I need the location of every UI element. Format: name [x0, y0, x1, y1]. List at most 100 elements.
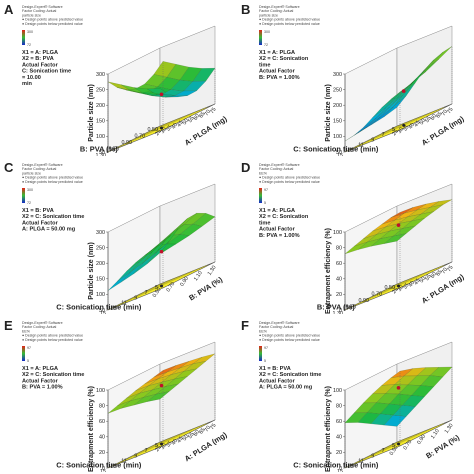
- factor-line: X1 = A: PLGA: [22, 366, 58, 372]
- floor-contour-line: [149, 122, 170, 132]
- factor-line: X2 = C: Sonication: [259, 56, 309, 62]
- floor-contour-line: [149, 280, 170, 290]
- x-tick-label: 1.30: [207, 265, 218, 277]
- x-tick-label: 25: [391, 287, 399, 295]
- y-axis-title: C: Sonication time (min): [293, 461, 379, 470]
- surface-patch: [107, 400, 131, 414]
- legend-max: 300: [27, 30, 33, 34]
- z-tick-label: 0: [339, 308, 342, 314]
- z-tick-label: 150: [96, 119, 105, 125]
- header-line: Design-Expert® Software: [22, 163, 63, 167]
- floor-contour-line: [128, 430, 188, 458]
- design-point: [159, 249, 164, 254]
- z-tick-label: 60: [336, 419, 342, 425]
- y-tick-label: 11: [358, 143, 364, 149]
- panel-letter: B: [241, 2, 250, 17]
- y-tick-label: 15: [100, 469, 106, 472]
- z-tick-label: 0: [102, 466, 105, 472]
- surface-patch: [165, 95, 188, 98]
- z-tick-label: 150: [333, 119, 342, 125]
- factor-line: B: PVA = 1.00%: [259, 75, 300, 81]
- y-tick-label: 13: [347, 464, 353, 470]
- x-tick-label: 40: [171, 438, 179, 446]
- z-axis-title: Entrapment efficiency (%): [325, 228, 332, 314]
- z-tick-label: 50: [99, 308, 105, 314]
- z-tick-label: 300: [96, 72, 105, 78]
- y-tick-label: 7: [382, 448, 385, 454]
- z-tick-label: 300: [96, 230, 105, 236]
- x-tick-label: 55: [424, 274, 432, 282]
- x-tick-label: 70: [204, 425, 212, 433]
- legend-min: 5: [27, 359, 29, 363]
- x-tick-label: 60: [430, 113, 438, 121]
- z-tick-label: 60: [336, 261, 342, 267]
- x-tick-label: 25: [391, 129, 399, 137]
- legend-colorbar: [259, 30, 262, 45]
- z-tick-label: 250: [333, 87, 342, 93]
- z-tick-label: 80: [336, 245, 342, 251]
- legend-colorbar: [22, 188, 25, 203]
- legend-colorbar: [22, 30, 25, 45]
- legend-colorbar: [259, 346, 262, 361]
- floor-contour-line: [376, 434, 416, 453]
- x-tick-label: 1.30: [444, 423, 455, 435]
- x-tick-label: 65: [435, 269, 443, 277]
- z-tick-label: 20: [99, 450, 105, 456]
- z-tick-label: 200: [96, 261, 105, 267]
- floor-contour-line: [118, 427, 197, 463]
- floor-contour-line: [118, 111, 197, 147]
- header-line: ● Design points below predicted value: [259, 180, 320, 184]
- floor-contour-line: [365, 272, 425, 300]
- y-tick-label: 11: [358, 459, 364, 465]
- legend-max: 300: [264, 30, 270, 34]
- z-tick-label: 250: [96, 87, 105, 93]
- y-tick-label: 0.70: [372, 292, 383, 298]
- panel-letter: D: [241, 160, 250, 175]
- factor-line: Actual Factor: [259, 227, 296, 233]
- floor-contour-line: [355, 111, 434, 147]
- factor-line: time: [259, 220, 271, 226]
- panel-e: E Design-Expert® Software Factor Coding: A…: [0, 316, 237, 472]
- floor-contour-line: [386, 438, 407, 448]
- header-line: ● Design points below predicted value: [22, 180, 83, 184]
- y-axis-title: B: PVA (%): [80, 145, 118, 154]
- header-line: Design-Expert® Software: [259, 163, 300, 167]
- z-tick-label: 0: [339, 466, 342, 472]
- header-line: ● Design points below predicted value: [259, 338, 320, 342]
- floor-contour-line: [386, 280, 407, 290]
- factor-line: B: PVA = 1.00%: [22, 385, 63, 391]
- y-axis-title: C: Sonication time (min): [56, 461, 142, 470]
- x-tick-label: 1.10: [193, 270, 204, 282]
- z-tick-label: 200: [96, 103, 105, 109]
- header-line: ● Design points above predicted value: [22, 334, 83, 338]
- y-tick-label: 5: [155, 443, 158, 449]
- z-tick-label: 300: [333, 72, 342, 78]
- x-tick-label: 0.70: [165, 281, 176, 293]
- z-tick-label: 60: [99, 419, 105, 425]
- y-tick-label: 1.30: [333, 311, 344, 314]
- factor-line: Actual Factor: [22, 220, 59, 226]
- factor-line: X1 = B: PVA: [22, 208, 54, 214]
- y-tick-label: 0.50: [148, 127, 159, 133]
- header-line: Factor Coding: Actual: [22, 167, 57, 171]
- y-tick-label: 5: [155, 285, 158, 291]
- floor-contour-line: [149, 438, 170, 448]
- surface-patch: [383, 415, 407, 427]
- factor-line: C: Sonication time: [22, 69, 71, 75]
- x-tick-label: 75: [209, 107, 217, 115]
- x-tick-label: 35: [402, 282, 410, 290]
- header-line: Design-Expert® Software: [22, 321, 63, 325]
- x-tick-label: 45: [413, 120, 421, 128]
- y-tick-label: 11: [121, 459, 127, 465]
- z-tick-label: 100: [96, 388, 105, 394]
- panel-b: B Design-Expert® Software Factor Coding: A…: [237, 0, 474, 156]
- z-axis-title: Entrapment efficiency (%): [325, 386, 332, 472]
- header-line: Factor Coding: Actual: [22, 9, 57, 13]
- factor-line: X2 = B: PVA: [22, 56, 54, 62]
- y-tick-label: 0.70: [135, 134, 146, 140]
- y-tick-label: 11: [121, 301, 127, 307]
- z-tick-label: 40: [336, 435, 342, 441]
